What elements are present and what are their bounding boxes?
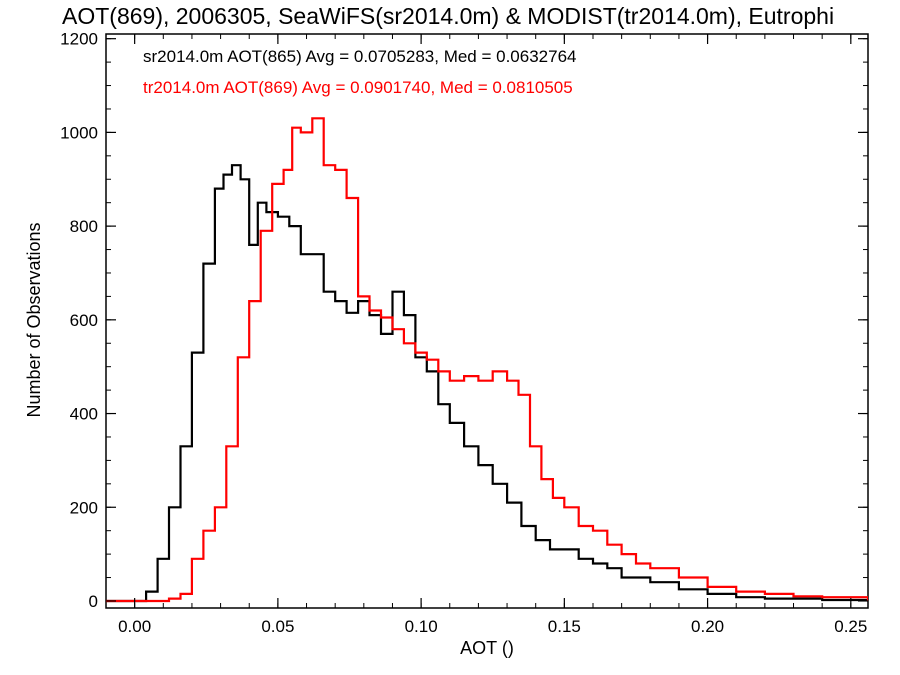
series-line-2	[106, 117, 868, 603]
y-tick-label: 1200	[60, 30, 98, 49]
y-tick-label: 0	[89, 592, 98, 611]
legend-entry-2: tr2014.0m AOT(869) Avg = 0.0901740, Med …	[143, 78, 573, 97]
legend: sr2014.0m AOT(865) Avg = 0.0705283, Med …	[143, 47, 577, 97]
x-tick-label: 0.15	[548, 617, 581, 636]
y-tick-label: 400	[70, 405, 98, 424]
chart-title: AOT(869), 2006305, SeaWiFS(sr2014.0m) & …	[62, 3, 835, 29]
x-axis-label: AOT ()	[460, 638, 514, 658]
y-tick-label: 800	[70, 217, 98, 236]
y-tick-label: 200	[70, 498, 98, 517]
axes: 0.00 0.05 0.10 0.15 0.20 0.25 0 200 400 600 800 100…	[60, 30, 868, 636]
legend-entry-1: sr2014.0m AOT(865) Avg = 0.0705283, Med …	[143, 47, 577, 66]
x-tick-label: 0.10	[405, 617, 438, 636]
y-axis-label: Number of Observations	[24, 222, 44, 417]
x-tick-label: 0.20	[691, 617, 724, 636]
plot-area	[105, 33, 869, 609]
y-tick-label: 1000	[60, 123, 98, 142]
x-tick-label: 0.05	[261, 617, 294, 636]
x-tick-label: 0.00	[118, 617, 151, 636]
series-group	[106, 117, 868, 603]
y-tick-label: 600	[70, 311, 98, 330]
x-tick-label: 0.25	[834, 617, 867, 636]
plot-frame	[105, 33, 869, 609]
series-line-1	[106, 164, 868, 603]
